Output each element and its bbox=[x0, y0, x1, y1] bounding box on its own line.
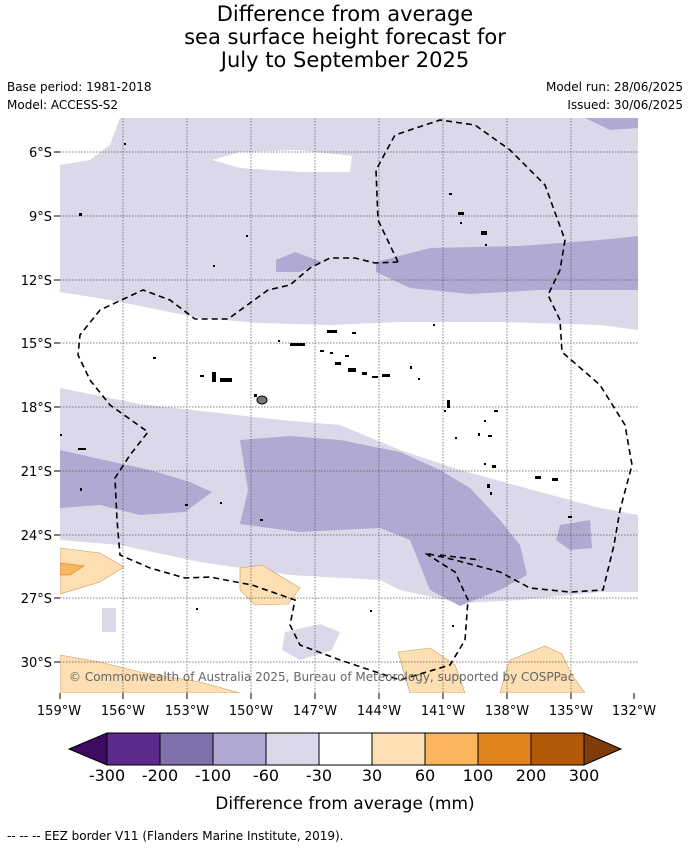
map-title: Difference from average sea surface heig… bbox=[0, 3, 690, 72]
colorbar-segment bbox=[477, 732, 532, 766]
anomaly-pos-60-100 bbox=[60, 562, 85, 576]
lat-label: 18°S bbox=[21, 401, 52, 416]
lon-label: 153°W bbox=[165, 704, 209, 719]
colorbar-tick: 60 bbox=[415, 766, 435, 785]
colorbar-segment bbox=[159, 732, 214, 766]
model-name: Model: ACCESS-S2 bbox=[7, 98, 119, 112]
base-period: Base period: 1981-2018 bbox=[7, 80, 152, 94]
colorbar-tick: 100 bbox=[463, 766, 494, 785]
lon-label: 135°W bbox=[549, 704, 593, 719]
lat-label: 30°S bbox=[21, 656, 52, 671]
lat-label: 6°S bbox=[29, 146, 52, 161]
colorbar-segment bbox=[424, 732, 479, 766]
lon-label: 138°W bbox=[485, 704, 529, 719]
colorbar-tick: -300 bbox=[89, 766, 125, 785]
lat-label: 9°S bbox=[29, 210, 52, 225]
colorbar-segment bbox=[106, 732, 161, 766]
latitude-labels: 6°S 9°S 12°S 15°S 18°S 21°S 24°S 27°S 30… bbox=[21, 146, 60, 671]
longitude-labels: 159°W 156°W 153°W 150°W 147°W 144°W 141°… bbox=[37, 693, 656, 719]
lat-label: 12°S bbox=[21, 274, 52, 289]
colorbar-tick: 30 bbox=[362, 766, 382, 785]
lon-label: 156°W bbox=[101, 704, 145, 719]
lon-label: 159°W bbox=[37, 704, 81, 719]
meta-left: Base period: 1981-2018 Model: ACCESS-S2 bbox=[7, 78, 152, 114]
eez-borders bbox=[77, 119, 633, 681]
colorbar-segment bbox=[212, 732, 267, 766]
colorbar-extend-low bbox=[67, 732, 108, 766]
graticule bbox=[60, 118, 638, 693]
colorbar-tick: -60 bbox=[253, 766, 279, 785]
map-plot-area: © Commonwealth of Australia 2025, Bureau… bbox=[60, 118, 638, 693]
title-line-1: Difference from average bbox=[216, 2, 474, 26]
model-run: Model run: 28/06/2025 bbox=[545, 80, 683, 94]
lon-label: 150°W bbox=[229, 704, 273, 719]
colorbar: -300 -200 -100 -60 -30 30 60 100 200 300 bbox=[67, 732, 623, 785]
lon-label: 147°W bbox=[293, 704, 337, 719]
colorbar-tick: -100 bbox=[195, 766, 231, 785]
issued-date: Issued: 30/06/2025 bbox=[567, 98, 683, 112]
lat-label: 27°S bbox=[21, 592, 52, 607]
colorbar-extend-high bbox=[583, 732, 623, 766]
anomaly-pos-30-60 bbox=[60, 547, 586, 693]
lon-label: 141°W bbox=[421, 704, 465, 719]
title-line-3: July to September 2025 bbox=[220, 48, 470, 72]
colorbar-segment bbox=[371, 732, 426, 766]
title-line-2: sea surface height forecast for bbox=[184, 25, 506, 49]
lon-label: 144°W bbox=[357, 704, 401, 719]
colorbar-tick: 200 bbox=[516, 766, 547, 785]
colorbar-segment bbox=[318, 732, 373, 766]
colorbar-segment bbox=[265, 732, 320, 766]
colorbar-tick: -200 bbox=[142, 766, 178, 785]
lon-label: 132°W bbox=[612, 704, 656, 719]
colorbar-tick: 300 bbox=[569, 766, 600, 785]
colorbar-label: Difference from average (mm) bbox=[215, 794, 474, 814]
colorbar-segment bbox=[530, 732, 585, 766]
colorbar-tick: -30 bbox=[306, 766, 332, 785]
islands bbox=[60, 143, 572, 627]
lat-label: 24°S bbox=[21, 529, 52, 544]
lat-label: 21°S bbox=[21, 465, 52, 480]
lat-label: 15°S bbox=[21, 337, 52, 352]
eez-footnote: -- -- -- EEZ border V11 (Flanders Marine… bbox=[7, 829, 344, 843]
meta-right: Model run: 28/06/2025 Issued: 30/06/2025 bbox=[546, 78, 683, 114]
copyright-note: © Commonwealth of Australia 2025, Bureau… bbox=[69, 670, 574, 684]
